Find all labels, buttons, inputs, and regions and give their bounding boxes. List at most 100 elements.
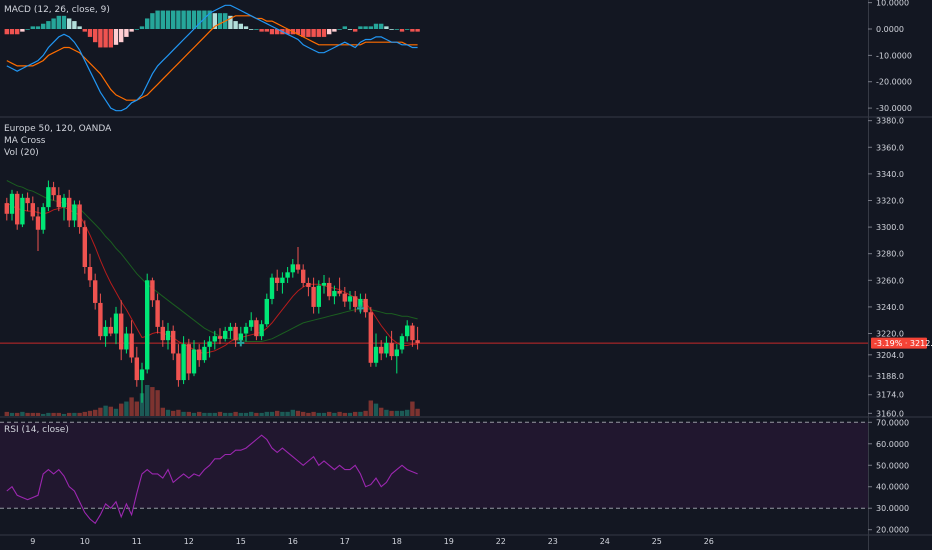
candle-body[interactable] xyxy=(363,298,368,313)
candle-body[interactable] xyxy=(316,285,321,307)
candle-body[interactable] xyxy=(4,203,9,214)
candle-body[interactable] xyxy=(207,341,212,347)
candle-body[interactable] xyxy=(321,282,327,286)
candle-body[interactable] xyxy=(373,346,379,363)
candle-body[interactable] xyxy=(389,342,394,357)
rsi-pane[interactable] xyxy=(0,421,868,525)
candle-body[interactable] xyxy=(119,313,124,350)
candle-body[interactable] xyxy=(410,325,415,341)
candle-body[interactable] xyxy=(103,326,108,337)
rsi-price-axis[interactable]: 70.0000 60.0000 50.0000 40.0000 30.0000 20.00… xyxy=(868,418,909,535)
candle-body[interactable] xyxy=(72,204,77,221)
candle-body[interactable] xyxy=(145,280,150,370)
rsi-band xyxy=(0,422,868,509)
volume-bar xyxy=(67,412,72,416)
candle-body[interactable] xyxy=(186,344,191,374)
candle-body[interactable] xyxy=(243,326,249,334)
candle-body[interactable] xyxy=(67,197,72,221)
axis-tick-label: 3300.0 xyxy=(876,223,904,232)
time-axis[interactable]: 9 10 11 12 15 16 17 18 19 22 23 24 25 26 xyxy=(30,537,714,546)
volume-legend[interactable]: Vol (20) xyxy=(4,148,39,158)
candle-body[interactable] xyxy=(332,290,337,297)
candle-body[interactable] xyxy=(342,293,347,302)
candle-body[interactable] xyxy=(150,280,155,301)
candle-body[interactable] xyxy=(9,193,15,214)
candle-body[interactable] xyxy=(259,324,264,337)
candle-body[interactable] xyxy=(191,349,197,374)
candle-body[interactable] xyxy=(269,277,275,299)
axis-tick-label: 30.0000 xyxy=(876,504,909,513)
candle-body[interactable] xyxy=(93,280,98,303)
candle-body[interactable] xyxy=(181,344,186,381)
candle-body[interactable] xyxy=(41,207,46,230)
candle-body[interactable] xyxy=(337,290,342,294)
macd-histogram-bar xyxy=(295,29,301,35)
candle-body[interactable] xyxy=(25,197,30,204)
candle-body[interactable] xyxy=(87,267,93,281)
candle-body[interactable] xyxy=(249,320,254,327)
candle-body[interactable] xyxy=(233,326,238,341)
candle-body[interactable] xyxy=(212,336,217,342)
candle-body[interactable] xyxy=(160,326,165,341)
macd-price-axis[interactable]: 10.0000 0.0000 -10.0000 -20.0000 -30.0000 xyxy=(868,0,912,113)
candle-body[interactable] xyxy=(61,197,67,208)
candle-body[interactable] xyxy=(129,333,134,358)
candle-body[interactable] xyxy=(46,187,51,208)
ma-cross-legend[interactable]: MA Cross xyxy=(4,136,46,146)
macd-legend[interactable]: MACD (12, 26, close, 9) xyxy=(4,5,110,15)
candle-body[interactable] xyxy=(264,298,269,325)
candle-body[interactable] xyxy=(415,340,420,344)
candle-body[interactable] xyxy=(20,197,25,225)
macd-pane[interactable] xyxy=(4,4,420,112)
candle-body[interactable] xyxy=(108,326,113,334)
candle-body[interactable] xyxy=(405,325,410,337)
candle-body[interactable] xyxy=(113,313,119,334)
macd-histogram-bar xyxy=(321,29,327,37)
candle-body[interactable] xyxy=(176,353,181,381)
candle-body[interactable] xyxy=(238,333,243,341)
candle-body[interactable] xyxy=(171,330,176,354)
candle-body[interactable] xyxy=(290,264,295,273)
candle-body[interactable] xyxy=(82,227,87,267)
candle-body[interactable] xyxy=(77,204,82,228)
rsi-legend[interactable]: RSI (14, close) xyxy=(4,425,69,435)
candle-body[interactable] xyxy=(217,336,223,339)
candle-body[interactable] xyxy=(223,330,228,339)
candle-body[interactable] xyxy=(280,277,285,283)
symbol-legend[interactable]: Europe 50, 120, OANDA xyxy=(4,124,112,134)
candle-body[interactable] xyxy=(295,264,301,270)
candle-body[interactable] xyxy=(15,193,20,225)
candle-body[interactable] xyxy=(311,286,316,307)
candle-body[interactable] xyxy=(347,296,353,302)
candle-body[interactable] xyxy=(358,298,363,307)
price-pane[interactable] xyxy=(0,180,868,417)
candle-body[interactable] xyxy=(139,369,145,381)
candle-body[interactable] xyxy=(51,187,56,196)
candle-body[interactable] xyxy=(202,346,207,361)
candle-body[interactable] xyxy=(353,296,358,307)
candle-body[interactable] xyxy=(306,282,311,287)
candle-body[interactable] xyxy=(197,349,202,361)
candle-body[interactable] xyxy=(98,302,103,337)
candle-body[interactable] xyxy=(301,269,306,283)
candle-body[interactable] xyxy=(35,216,41,230)
candle-body[interactable] xyxy=(155,300,160,327)
candle-body[interactable] xyxy=(134,357,139,381)
macd-histogram-bar xyxy=(20,29,25,32)
candle-body[interactable] xyxy=(275,277,280,283)
main-price-axis[interactable]: 3380.0 3360.0 3340.0 3320.0 3300.0 3280.0 3260… xyxy=(868,117,904,419)
candle-body[interactable] xyxy=(327,282,332,297)
candle-body[interactable] xyxy=(285,272,290,278)
candle-body[interactable] xyxy=(30,203,35,217)
candle-body[interactable] xyxy=(384,342,389,354)
candle-body[interactable] xyxy=(368,312,373,363)
candle-body[interactable] xyxy=(124,333,129,350)
candle-body[interactable] xyxy=(254,320,259,337)
candle-body[interactable] xyxy=(56,195,61,208)
candle-body[interactable] xyxy=(165,330,171,341)
candle-body[interactable] xyxy=(379,346,384,354)
candle-body[interactable] xyxy=(399,336,405,350)
candle-body[interactable] xyxy=(228,326,233,331)
candle-body[interactable] xyxy=(394,349,399,357)
